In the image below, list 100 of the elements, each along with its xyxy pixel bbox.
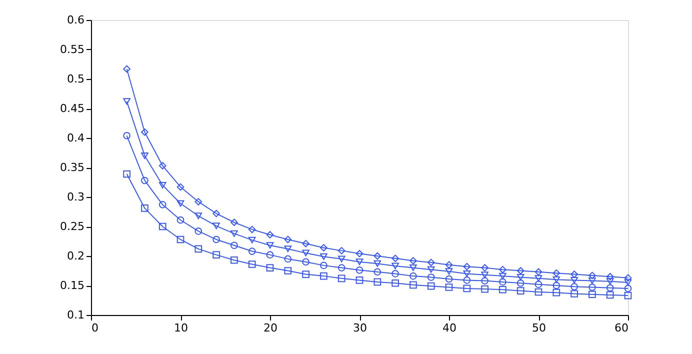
- point: [427, 266, 435, 273]
- point: [588, 272, 596, 280]
- point: [230, 242, 238, 250]
- y-tick-label: 0.3: [67, 190, 84, 204]
- point: [427, 258, 435, 266]
- point: [230, 256, 238, 264]
- point: [427, 274, 435, 281]
- point: [212, 210, 220, 218]
- point: [176, 183, 184, 191]
- point: [552, 276, 560, 283]
- point: [141, 176, 148, 184]
- point: [284, 236, 292, 244]
- point: [374, 252, 382, 260]
- point: [499, 266, 506, 274]
- point: [194, 245, 202, 253]
- point: [552, 269, 560, 277]
- point: [176, 216, 184, 224]
- point: [624, 284, 632, 292]
- x-tick-label: 40: [442, 322, 456, 334]
- point: [516, 267, 524, 274]
- point: [392, 254, 399, 262]
- point: [123, 170, 130, 178]
- point: [570, 276, 578, 284]
- point: [499, 278, 506, 286]
- point: [410, 264, 417, 272]
- point: [266, 264, 274, 272]
- x-tick-label: 20: [264, 322, 278, 334]
- point: [624, 292, 632, 300]
- point: [481, 272, 488, 278]
- point: [534, 280, 542, 288]
- point: [320, 272, 328, 280]
- point: [176, 236, 184, 244]
- point: [481, 264, 488, 272]
- point: [284, 255, 292, 263]
- point: [392, 262, 399, 270]
- point: [338, 247, 346, 254]
- point: [212, 236, 220, 244]
- point: [534, 268, 542, 276]
- point: [338, 256, 346, 262]
- point: [445, 261, 453, 269]
- y-tick-label: 0.5: [67, 72, 84, 86]
- point: [141, 152, 148, 159]
- point: [588, 290, 596, 298]
- point: [624, 279, 632, 286]
- point: [445, 284, 453, 291]
- point: [606, 272, 614, 280]
- point: [356, 258, 364, 266]
- point: [552, 288, 560, 296]
- x-tick-label: 10: [174, 322, 188, 334]
- point: [158, 162, 166, 170]
- point: [534, 275, 542, 282]
- point: [570, 270, 578, 278]
- point: [606, 284, 614, 292]
- point: [230, 218, 238, 226]
- point: [481, 277, 488, 284]
- point: [570, 290, 578, 298]
- point: [320, 253, 328, 260]
- point: [338, 264, 346, 272]
- point: [248, 236, 256, 244]
- point: [158, 182, 166, 188]
- point: [499, 272, 506, 280]
- point: [141, 128, 148, 136]
- y-tick-label: 0.45: [60, 102, 84, 115]
- point: [194, 212, 202, 220]
- point: [266, 251, 274, 258]
- y-tick-label: 0.1: [67, 308, 84, 322]
- point: [606, 291, 614, 299]
- point: [499, 286, 506, 294]
- point: [463, 262, 471, 270]
- point: [141, 204, 148, 212]
- point: [338, 274, 346, 282]
- point: [588, 278, 596, 284]
- point: [248, 260, 256, 268]
- point: [356, 250, 364, 258]
- x-tick-label: 50: [532, 322, 546, 334]
- point: [356, 266, 364, 274]
- point: [481, 285, 488, 293]
- point: [356, 276, 364, 284]
- point: [392, 279, 399, 287]
- point: [374, 268, 382, 276]
- x-tick-label: 0: [92, 322, 98, 334]
- point: [158, 222, 166, 230]
- point: [445, 268, 453, 275]
- point: [212, 222, 220, 230]
- point: [534, 288, 542, 296]
- point: [463, 276, 471, 284]
- point: [194, 198, 202, 206]
- y-tick-label: 0.35: [60, 161, 84, 174]
- point: [123, 98, 130, 105]
- point: [427, 282, 435, 290]
- point: [248, 226, 256, 234]
- point: [445, 275, 453, 283]
- point: [302, 240, 310, 248]
- point: [463, 270, 471, 277]
- y-tick-label: 0.55: [60, 43, 84, 56]
- point: [410, 272, 417, 280]
- point: [374, 260, 382, 267]
- point: [516, 274, 524, 280]
- y-tick-label: 0.6: [67, 14, 84, 26]
- point: [320, 262, 328, 270]
